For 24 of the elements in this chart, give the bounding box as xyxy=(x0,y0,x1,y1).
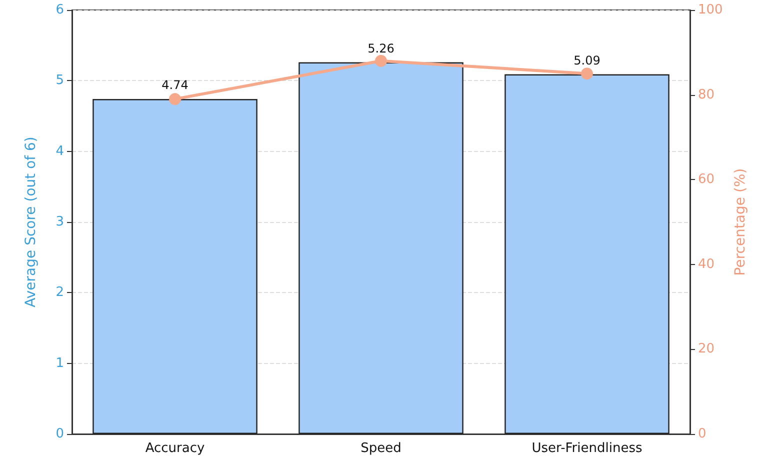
y-tick-label: 6 xyxy=(56,2,64,18)
x-tick-label: Speed xyxy=(360,441,402,456)
y2-tick-label: 0 xyxy=(698,426,706,442)
y2-tick-label: 100 xyxy=(698,2,723,18)
data-label: 5.26 xyxy=(368,41,394,56)
data-label: 4.74 xyxy=(162,78,188,92)
point xyxy=(581,68,593,80)
y2-tick-label: 20 xyxy=(698,342,715,357)
y-tick-label: 3 xyxy=(56,214,64,230)
x-tick-label: User-Friendliness xyxy=(532,441,642,456)
y-tick-label: 4 xyxy=(56,144,64,159)
y2-tick-label: 40 xyxy=(698,256,715,272)
y-axis-title: Average Score (out of 6) xyxy=(23,136,39,308)
y-tick-label: 5 xyxy=(56,73,64,88)
point xyxy=(169,93,181,106)
y2-axis-title: Percentage (%) xyxy=(732,168,749,276)
y-tick-label: 0 xyxy=(56,426,64,442)
data-label: 5.09 xyxy=(574,53,600,68)
y-tick-label: 1 xyxy=(56,356,64,371)
y2-tick-label: 80 xyxy=(698,87,715,102)
y-tick-label: 2 xyxy=(56,285,64,300)
x-tick-label: Accuracy xyxy=(145,441,205,456)
y2-tick-label: 60 xyxy=(698,172,715,188)
point xyxy=(375,54,387,67)
